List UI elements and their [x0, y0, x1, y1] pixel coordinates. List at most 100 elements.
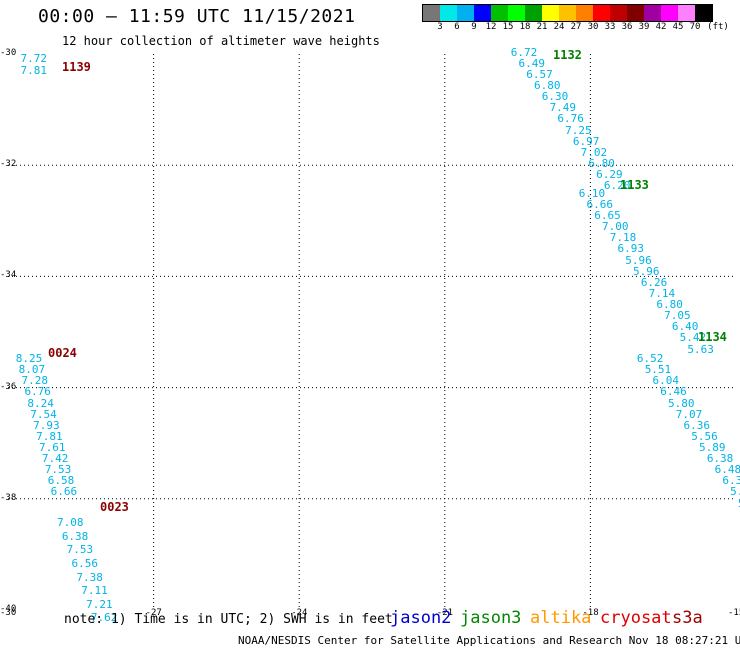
wave-height-value: 6.29 — [596, 167, 623, 181]
longitude-tick-label: -18 — [582, 608, 599, 618]
wave-height-value: 5.42 — [679, 331, 707, 345]
color-scale-swatch — [678, 5, 695, 21]
wave-height-value: 7.02 — [580, 145, 608, 159]
wave-height-value: 7.21 — [86, 597, 113, 611]
longitude-tick-label: -15 — [728, 608, 740, 618]
wave-height-value: 7.54 — [30, 407, 57, 421]
satellite-legend-item: cryosat — [600, 608, 672, 628]
wave-height-value: 5.96 — [633, 264, 660, 278]
wave-height-value: 6.80 — [534, 79, 561, 93]
color-scale-label: (ft) — [707, 22, 729, 32]
color-scale-swatch — [610, 5, 627, 21]
wave-height-value: 6.72 — [510, 45, 538, 59]
wave-height-value: 5.89 — [699, 440, 726, 454]
color-scale-swatch — [542, 5, 559, 21]
wave-height-value: 6.30 — [541, 90, 569, 104]
longitude-tick-label: -30 — [0, 608, 17, 618]
color-scale-label: 24 — [553, 22, 565, 32]
wave-height-value: 6.65 — [594, 209, 621, 223]
color-scale-bar — [422, 4, 713, 22]
pass-time-label: 0024 — [48, 346, 77, 360]
wave-height-value: 8.07 — [18, 363, 46, 377]
wave-height-value: 6.80 — [588, 156, 615, 170]
color-scale-label: 12 — [485, 22, 497, 32]
wave-height-value: 5.8 — [730, 485, 740, 499]
wave-height-value: 7.81 — [36, 429, 63, 443]
latitude-tick-label: -38 — [0, 492, 17, 503]
map-grid — [8, 54, 736, 610]
color-scale-label: 15 — [502, 22, 514, 32]
wave-height-value: 8.24 — [27, 396, 54, 410]
wave-height-value: 7.07 — [675, 407, 703, 421]
longitude-tick-label: -24 — [291, 608, 308, 618]
wave-height-value: 6.36 — [683, 418, 711, 432]
satellite-legend-item: altika — [530, 608, 592, 628]
color-scale-swatch — [423, 5, 440, 21]
wave-height-value: 6.48 — [714, 463, 740, 477]
color-scale-swatch — [559, 5, 576, 21]
wave-height-value: 6.49 — [518, 56, 546, 70]
wave-height-value: 6.80 — [656, 298, 683, 312]
map-plot-area: -30-32-34-36-38-40-30-27-24-21-18-157.72… — [0, 47, 740, 624]
wave-height-value: 7.14 — [648, 286, 676, 300]
wave-height-value: 6.56 — [71, 556, 99, 570]
wave-height-value: 6.26 — [640, 275, 668, 289]
pass-time-label: 1133 — [620, 178, 649, 192]
wave-height-value: 5.96 — [625, 253, 652, 267]
wave-height-value: 6.76 — [24, 385, 51, 399]
wave-height-value: 6.38 — [706, 452, 734, 466]
color-scale-swatch — [440, 5, 457, 21]
wave-height-value: 6.66 — [50, 485, 78, 499]
latitude-tick-label: -32 — [0, 159, 17, 170]
wave-height-value: 5.56 — [691, 429, 718, 443]
wave-height-value: 7.62 — [90, 611, 118, 625]
wave-height-value: 7.18 — [609, 231, 637, 245]
color-scale-swatch — [508, 5, 525, 21]
pass-time-label: 1132 — [553, 48, 582, 62]
wave-height-value: 7.38 — [76, 570, 103, 584]
wave-height-value: 6.52 — [636, 352, 664, 366]
satellite-legend-item: jason2 — [390, 608, 452, 628]
wave-height-value: 6.38 — [61, 529, 89, 543]
wave-height-value: 6.97 — [572, 134, 600, 148]
wave-height-value: 6.76 — [557, 112, 584, 126]
wave-height-value: 5.63 — [687, 342, 714, 356]
wave-height-value: 6.30 — [722, 474, 740, 488]
color-scale-label: 70 — [689, 22, 701, 32]
color-scale-label: 39 — [638, 22, 650, 32]
color-scale-label: 9 — [471, 22, 477, 32]
wave-height-value: 7.25 — [565, 123, 592, 137]
wave-height-value: 7.00 — [601, 220, 629, 234]
wave-height-value: 8.25 — [15, 352, 43, 366]
wave-height-value: 6.66 — [586, 198, 613, 211]
color-scale-label: 18 — [519, 22, 531, 32]
satellite-legend-item: jason3 — [460, 608, 522, 628]
latitude-tick-label: -36 — [0, 381, 17, 392]
wave-height-value: 6.20 — [603, 179, 631, 193]
color-scale-label: 6 — [454, 22, 460, 32]
wave-height-value: 5.51 — [644, 363, 672, 377]
color-scale-swatch — [491, 5, 508, 21]
wave-height-value: 6.46 — [660, 385, 687, 399]
pass-time-label: 1134 — [698, 330, 727, 344]
longitude-tick-label: -27 — [145, 608, 162, 618]
longitude-tick-label: -21 — [436, 608, 454, 618]
color-scale-swatch — [695, 5, 712, 21]
wave-height-value: 6.04 — [652, 374, 679, 388]
color-scale-swatch — [644, 5, 661, 21]
wave-height-value: 7.28 — [21, 374, 49, 388]
latitude-tick-label: -30 — [0, 48, 17, 58]
color-scale-label: 30 — [587, 22, 599, 32]
wave-height-value: 7.61 — [39, 440, 66, 454]
map-subtitle: 12 hour collection of altimeter wave hei… — [62, 34, 380, 48]
color-scale-swatch — [627, 5, 644, 21]
satellite-legend-item: s3a — [672, 608, 703, 628]
wave-height-value: 6.58 — [47, 474, 75, 488]
wave-height-value: 5.80 — [667, 396, 695, 410]
color-scale-label: 3 — [437, 22, 443, 32]
wave-height-value: 7.11 — [81, 584, 108, 598]
color-scale-swatch — [576, 5, 593, 21]
wave-height-value: 7.08 — [56, 516, 84, 530]
wave-height-value: 7.53 — [44, 463, 72, 477]
wave-height-value: 5. — [738, 498, 740, 509]
